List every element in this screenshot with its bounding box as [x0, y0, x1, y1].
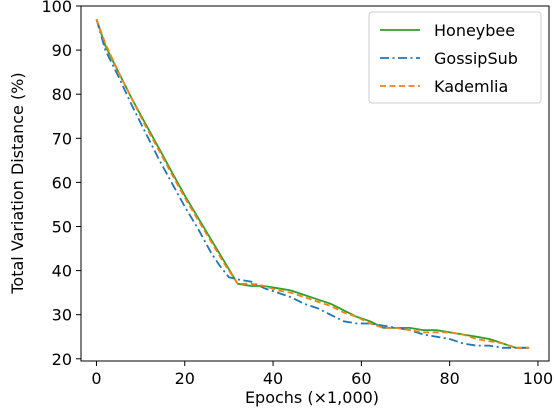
plot-frame [80, 5, 550, 362]
y-tick-label: 80 [52, 85, 72, 104]
y-tick-label: 60 [52, 173, 72, 192]
x-axis-label: Epochs (×1,000) [245, 388, 379, 407]
legend: Honeybee GossipSub Kademlia [368, 11, 542, 104]
y-tick-label: 100 [41, 0, 72, 16]
legend-label-honeybee: Honeybee [434, 21, 515, 40]
x-tick-label: 100 [523, 369, 554, 388]
legend-label-kademlia: Kademlia [434, 77, 508, 96]
series-line-kademlia [95, 18, 530, 349]
series-lines [95, 18, 530, 349]
y-axis-label: Total Variation Distance (%) [8, 72, 27, 294]
x-tick-label: 20 [175, 369, 195, 388]
x-tick-label: 60 [351, 369, 371, 388]
x-tick-label: 40 [263, 369, 283, 388]
y-tick-label: 40 [52, 262, 72, 281]
x-axis-ticks: 0 20 40 60 80 100 [91, 361, 553, 388]
series-line-gossipsub [95, 18, 530, 349]
x-tick-label: 0 [91, 369, 101, 388]
y-tick-label: 70 [52, 129, 72, 148]
legend-label-gossipsub: GossipSub [434, 49, 518, 68]
y-tick-label: 20 [52, 350, 72, 369]
y-tick-label: 30 [52, 306, 72, 325]
y-tick-label: 50 [52, 217, 72, 236]
legend-box [368, 11, 542, 104]
y-axis-ticks: 20 30 40 50 60 70 80 90 100 [41, 0, 81, 369]
x-tick-label: 80 [439, 369, 459, 388]
y-tick-label: 90 [52, 41, 72, 60]
